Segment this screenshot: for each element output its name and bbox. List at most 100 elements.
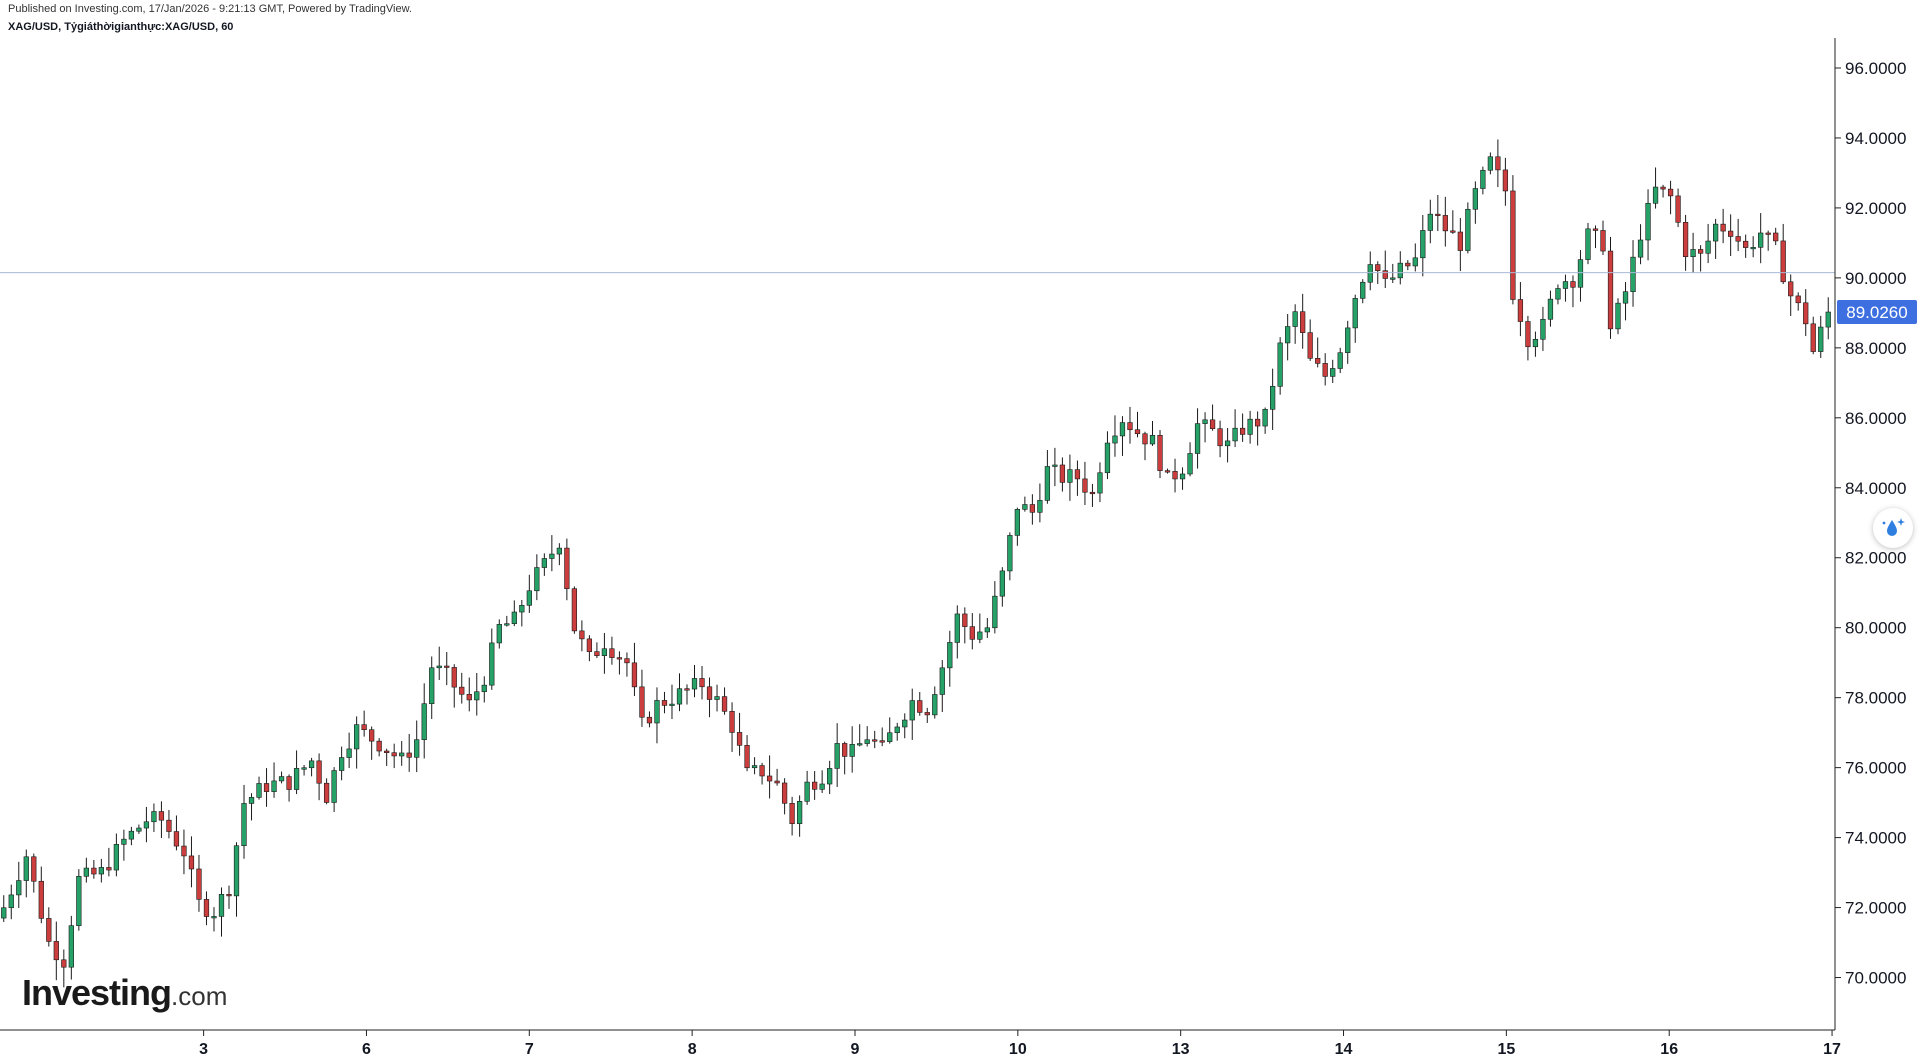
candle-body	[804, 781, 810, 802]
candle-body	[1480, 169, 1486, 189]
time-tick-label: 15	[1497, 1041, 1515, 1058]
price-tick-label: 72.0000	[1845, 899, 1906, 918]
candle-body	[308, 760, 315, 769]
candle	[879, 727, 885, 747]
candle-body	[1315, 358, 1321, 364]
candle	[256, 776, 262, 800]
price-tick-label: 96.0000	[1845, 59, 1906, 78]
candle-body	[1232, 427, 1238, 442]
candle-body	[1307, 332, 1313, 359]
candle	[1682, 214, 1689, 271]
candle-body	[151, 811, 157, 823]
candle	[1532, 331, 1539, 357]
candle	[1540, 306, 1546, 351]
candle	[38, 866, 44, 924]
candle	[68, 915, 74, 980]
candle-body	[421, 703, 427, 740]
candle-body	[23, 856, 29, 881]
logo-suffix: .com	[171, 981, 228, 1011]
candle	[301, 764, 307, 776]
candle	[211, 907, 217, 932]
candle	[1239, 413, 1246, 442]
candle	[1067, 454, 1073, 501]
candle	[61, 949, 67, 988]
candle	[1270, 368, 1276, 430]
candle-body	[391, 752, 397, 757]
time-axis: 3 6 7 8 9 10 13 14 15 16 17	[0, 1029, 1841, 1058]
candle	[827, 760, 833, 795]
candle	[564, 538, 570, 601]
candle-body	[684, 688, 690, 691]
candle-body	[706, 686, 713, 700]
candle-body	[466, 693, 472, 701]
candle	[1007, 532, 1013, 581]
candle	[1157, 430, 1163, 479]
candle	[796, 795, 803, 837]
candle-body	[1360, 281, 1366, 299]
candle-body	[1412, 257, 1418, 267]
candle-body	[977, 631, 983, 640]
candle	[1607, 236, 1614, 339]
candle-body	[691, 678, 698, 690]
candle-body	[1172, 471, 1178, 480]
candle-body	[181, 845, 187, 857]
candle-body	[1502, 169, 1509, 192]
candle-body	[729, 711, 735, 733]
candle-body	[218, 894, 225, 917]
candle-body	[1209, 419, 1216, 429]
candle-body	[1615, 302, 1621, 330]
candle-body	[76, 876, 82, 926]
candle-body	[571, 588, 578, 632]
candle	[136, 824, 142, 834]
candle	[459, 672, 465, 704]
candle	[1525, 315, 1531, 361]
candle-body	[1285, 326, 1291, 344]
candle	[1480, 166, 1486, 195]
time-tick-label: 17	[1823, 1041, 1841, 1058]
candle	[842, 741, 848, 775]
time-tick-label: 16	[1660, 1041, 1678, 1058]
candle-body	[38, 880, 44, 919]
candle	[406, 733, 412, 772]
candle	[699, 665, 705, 700]
candle	[999, 567, 1005, 607]
candle	[338, 746, 345, 781]
candle	[669, 684, 675, 720]
candle	[541, 553, 547, 576]
candle	[233, 842, 240, 917]
candle	[534, 554, 540, 601]
candle	[1112, 415, 1118, 457]
candle	[1345, 320, 1351, 364]
candle-body	[1157, 435, 1163, 471]
ai-assistant-button[interactable]	[1873, 508, 1913, 548]
price-tick-label: 82.0000	[1845, 549, 1906, 568]
candle-body	[113, 844, 120, 871]
candle-body	[1667, 188, 1674, 197]
candle	[909, 688, 915, 740]
candle-body	[1697, 249, 1704, 254]
candle	[676, 673, 683, 712]
candle-body	[534, 567, 540, 592]
candle-body	[639, 686, 645, 718]
candle-body	[714, 696, 720, 700]
candle-body	[932, 694, 938, 716]
candle	[1074, 460, 1081, 496]
candle-body	[1059, 464, 1066, 483]
candle-body	[1585, 228, 1591, 260]
logo-main: Investing	[22, 972, 172, 1013]
candle-body	[1224, 440, 1231, 447]
candle-body	[1405, 262, 1411, 267]
candle-body	[564, 547, 570, 589]
candle	[1570, 275, 1576, 308]
candle	[894, 722, 900, 741]
candle	[98, 858, 104, 883]
candle	[504, 615, 510, 627]
candle	[151, 803, 157, 832]
candle	[1427, 199, 1433, 244]
candle-body	[436, 665, 442, 669]
candle-body	[406, 752, 412, 758]
candle	[91, 859, 97, 879]
candle	[1652, 167, 1659, 209]
candle	[781, 778, 788, 815]
